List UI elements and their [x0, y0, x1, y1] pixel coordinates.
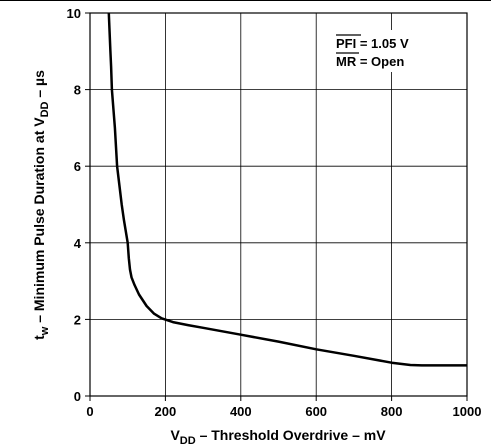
y-tick-label: 0	[74, 389, 81, 404]
x-tick-label: 400	[230, 404, 252, 419]
y-axis-title: tw – Minimum Pulse Duration at VDD – µs	[31, 70, 51, 340]
plot-frame	[89, 12, 468, 397]
x-tick-label: 200	[155, 404, 177, 419]
y-tick-label: 2	[74, 312, 81, 327]
x-tick-label: 600	[305, 404, 327, 419]
annotation-pfi: PFI = 1.05 V	[336, 36, 409, 51]
x-tick-label: 800	[381, 404, 403, 419]
axis-ticks	[85, 12, 468, 401]
x-axis-title: VDD – Threshold Overdrive – mV	[170, 427, 386, 446]
plot-area	[90, 13, 467, 396]
y-tick-label: 4	[74, 236, 82, 251]
annotation-mr: MR = Open	[336, 54, 404, 69]
y-tick-label: 8	[74, 83, 81, 98]
x-tick-label: 1000	[453, 404, 482, 419]
annotation-box: PFI = 1.05 V MR = Open	[333, 30, 459, 72]
pulse-duration-curve	[107, 12, 467, 367]
y-tick-label: 10	[67, 6, 81, 21]
y-tick-label: 6	[74, 159, 81, 174]
top-rule	[0, 0, 491, 1]
x-tick-label: 0	[86, 404, 93, 419]
